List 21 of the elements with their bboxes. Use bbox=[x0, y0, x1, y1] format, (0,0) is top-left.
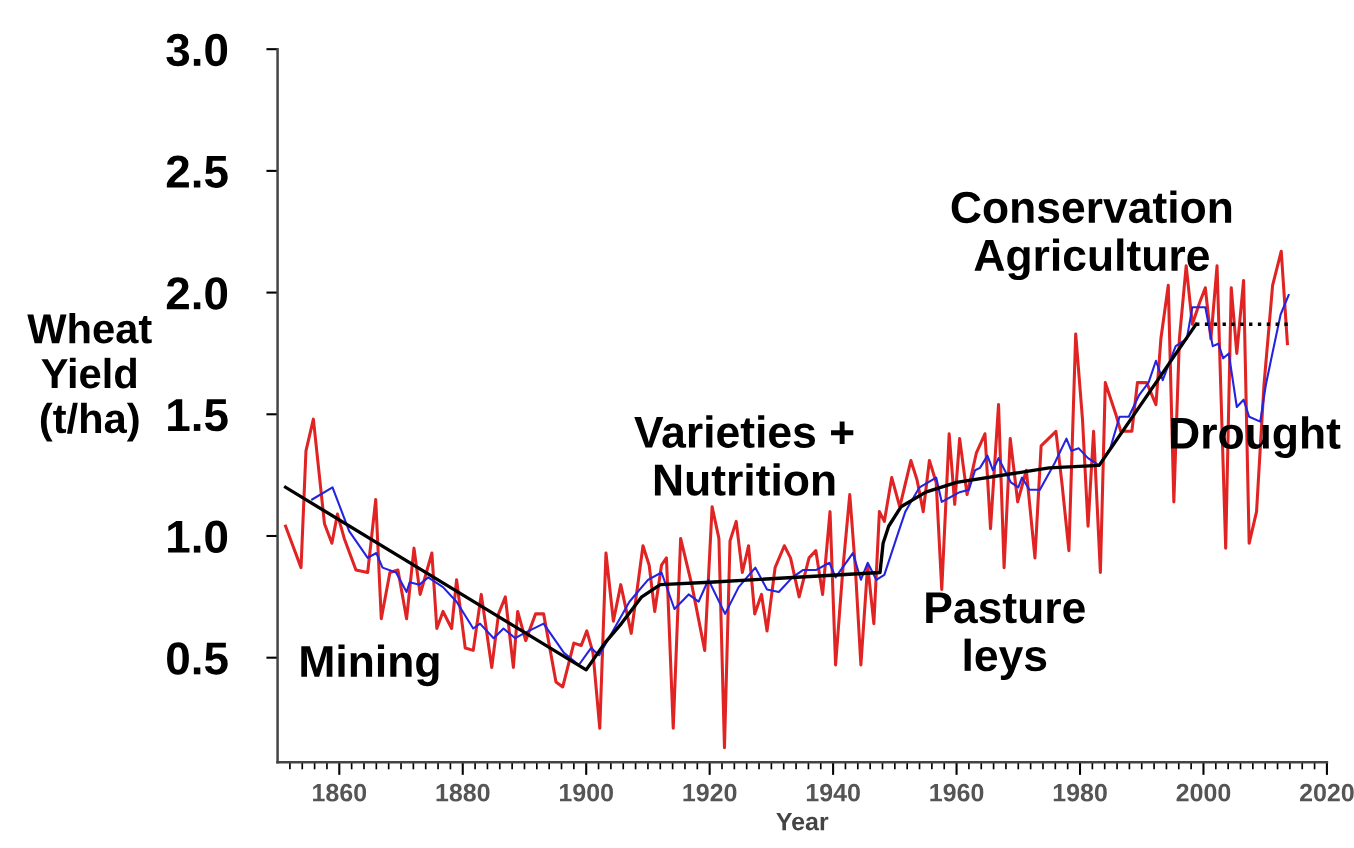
x-tick-label: 1960 bbox=[930, 783, 984, 802]
y-tick-label: 0.5 bbox=[167, 642, 228, 675]
y-tick-label: 2.0 bbox=[166, 277, 228, 310]
y-tick-label: 3.0 bbox=[166, 33, 228, 67]
x-tick-label: 1860 bbox=[313, 783, 367, 802]
x-tick-label: 1880 bbox=[436, 783, 490, 802]
annotation: Mining bbox=[301, 644, 439, 687]
x-tick-label: 2000 bbox=[1176, 783, 1231, 802]
annotation: Conservation Agriculture bbox=[951, 190, 1232, 281]
y-axis-title: Wheat Yield (t/ha) bbox=[27, 312, 152, 442]
y-tick-label: 1.5 bbox=[168, 399, 228, 432]
annotation: Pasture leys bbox=[926, 592, 1085, 681]
x-tick-label: 1980 bbox=[1053, 783, 1107, 802]
y-tick-label: 1.0 bbox=[168, 520, 228, 554]
x-axis-title: Year bbox=[776, 812, 829, 831]
x-tick-label: 1920 bbox=[683, 783, 737, 802]
x-tick-label: 1940 bbox=[806, 783, 860, 802]
x-tick-label: 2020 bbox=[1299, 783, 1354, 802]
x-tick-label: 1900 bbox=[559, 783, 613, 802]
y-tick-label: 2.5 bbox=[166, 155, 228, 188]
annotation: Varieties + Nutrition bbox=[634, 415, 854, 496]
